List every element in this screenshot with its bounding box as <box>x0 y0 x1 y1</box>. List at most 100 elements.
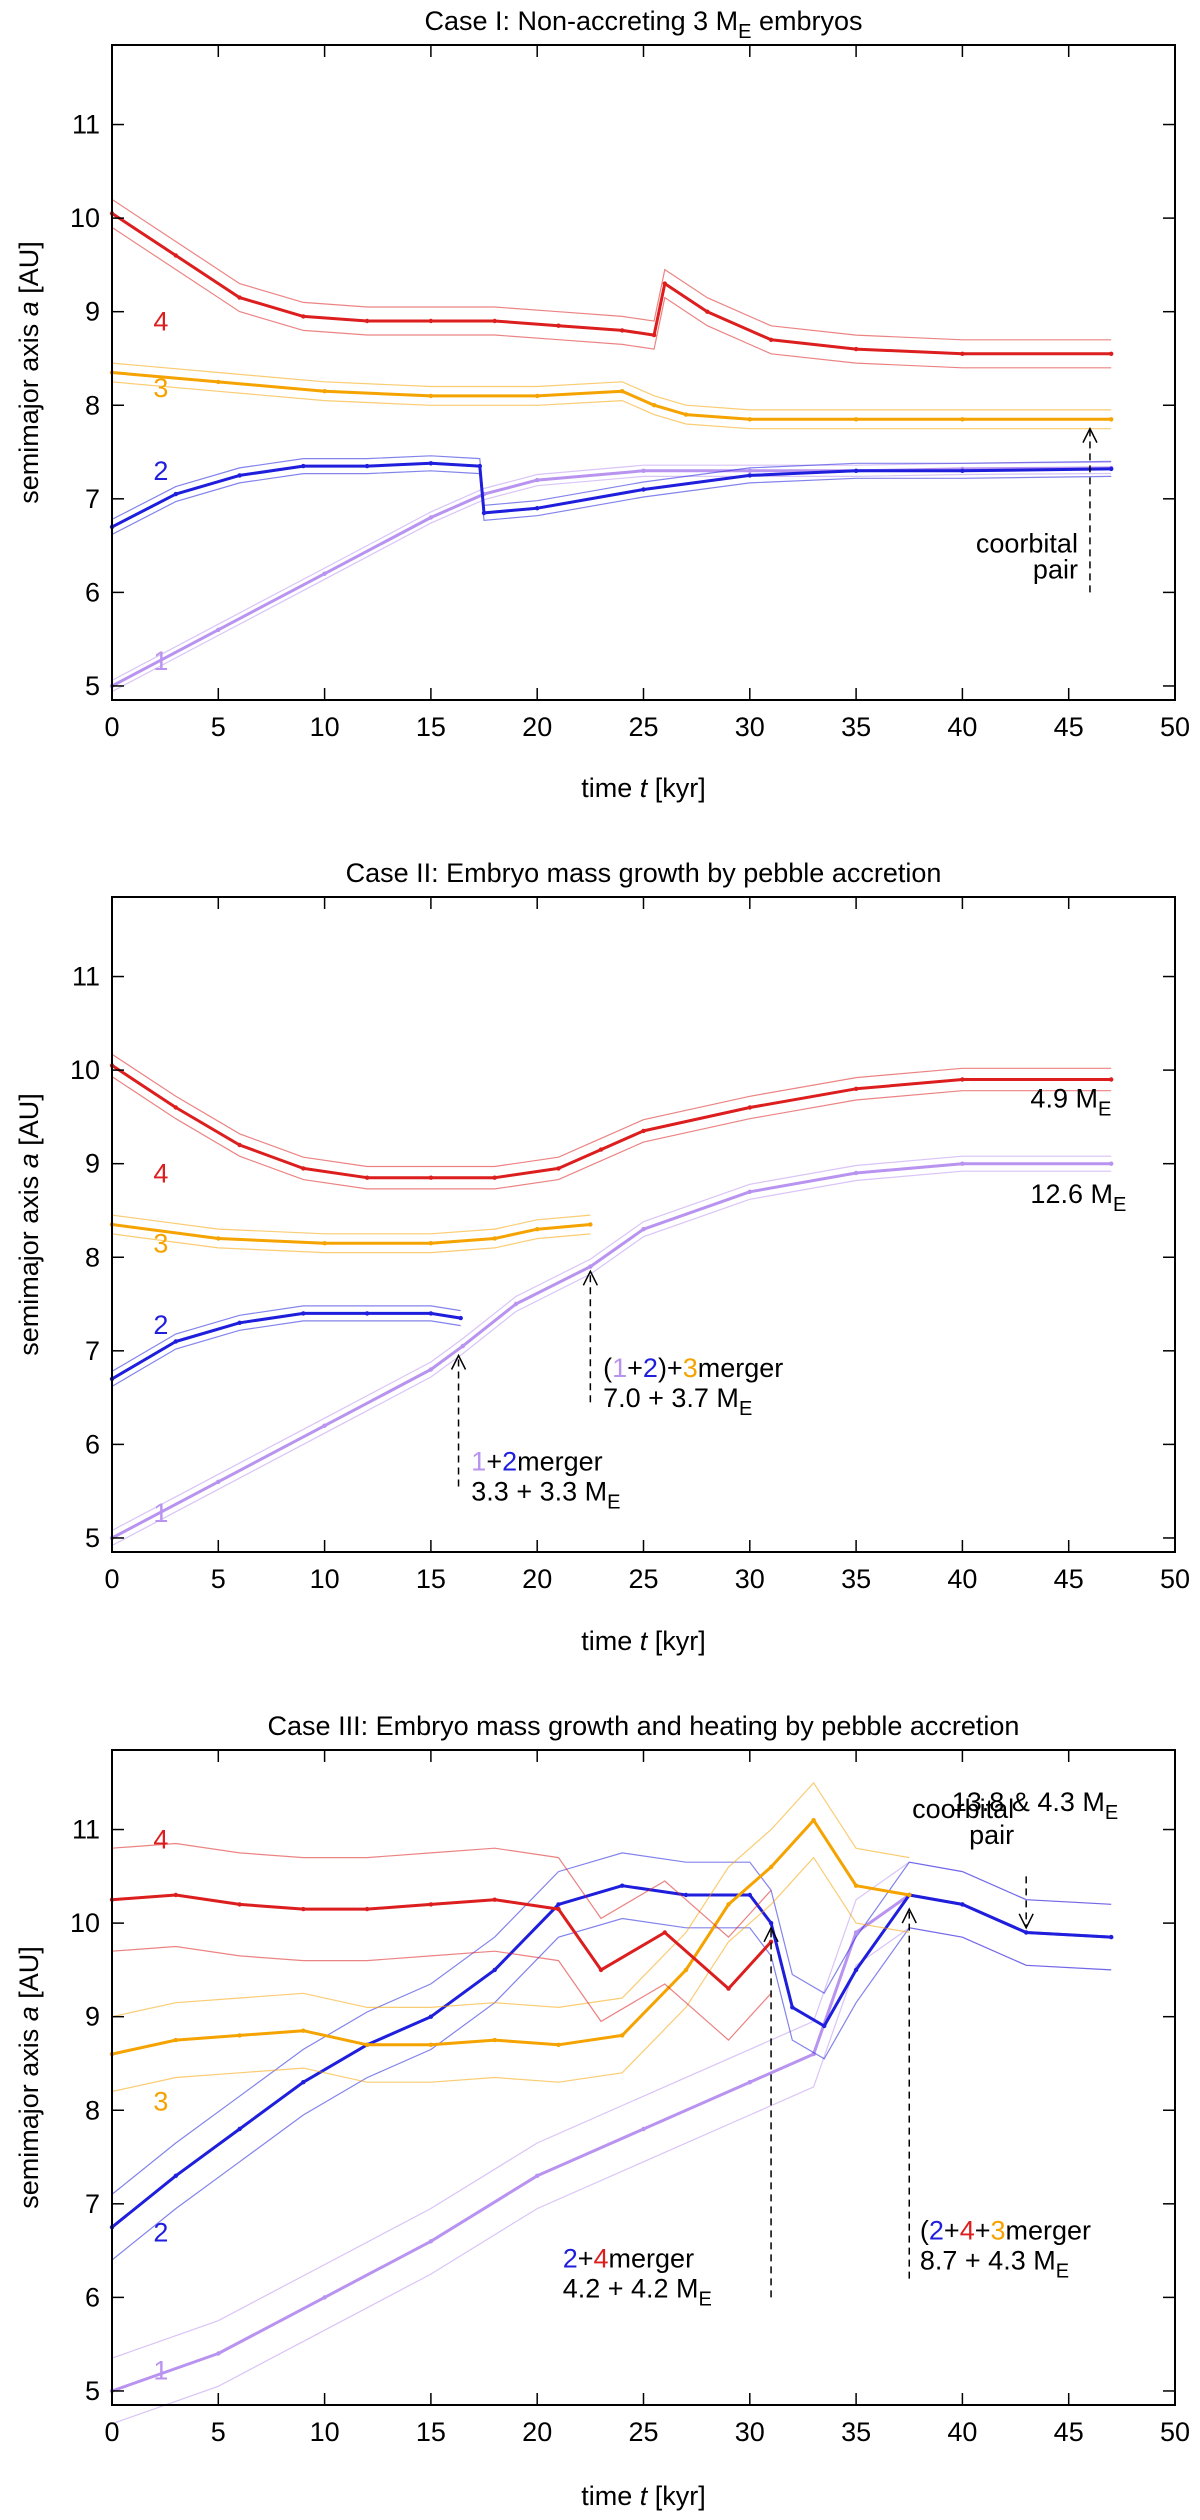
annotation-subscript: E <box>1098 1099 1111 1121</box>
series-1-envelope-lower <box>111 1155 1112 1532</box>
series-2-point <box>458 1315 463 1321</box>
series-4: 4 <box>109 198 1114 369</box>
annotation-text-line2: 4.2 + 4.2 ME <box>563 2273 712 2310</box>
series-1-point <box>535 477 540 483</box>
x-tick-label: 25 <box>628 2417 658 2447</box>
x-tick-label: 45 <box>1054 2417 1084 2447</box>
series-3-point <box>726 1902 731 1907</box>
annotation-text: 12.6 ME <box>1030 1179 1126 1216</box>
series-3-point <box>173 2037 178 2043</box>
y-tick-label: 9 <box>85 297 100 327</box>
series-1-point <box>513 1301 519 1307</box>
annotation-text: pair <box>969 1820 1014 1850</box>
annotation-part: 2 <box>929 2215 944 2245</box>
annotation-text-line2: 3.3 + 3.3 ME <box>471 1477 620 1514</box>
series-4-point <box>492 1897 497 1902</box>
series-1-point <box>428 1367 434 1372</box>
annotation-part: 4 <box>960 2215 975 2245</box>
chart-title: Case I: Non-accreting 3 ME embryos <box>424 6 862 43</box>
series-label-3: 3 <box>153 2086 168 2116</box>
annotation-subscript: E <box>739 1398 752 1420</box>
series-4-point <box>662 1930 667 1935</box>
series-4-envelope-upper <box>111 1076 1112 1190</box>
series-4-point <box>428 318 434 324</box>
x-tick-label: 40 <box>947 2417 977 2447</box>
series-2-point <box>173 2173 178 2178</box>
annotation-text-line2: 8.7 + 4.3 ME <box>920 2245 1069 2282</box>
annotation-part: ( <box>920 2215 929 2245</box>
series-1: 1 <box>109 1155 1114 1547</box>
annotation-part: + <box>578 2243 594 2273</box>
series-3-point <box>428 1241 434 1246</box>
series-label-1: 1 <box>153 2356 168 2386</box>
series-3-envelope-lower <box>111 362 1112 411</box>
series-3-line <box>111 371 1112 421</box>
series-1-point <box>535 2173 540 2178</box>
series-1-envelope-upper <box>111 1170 1112 1547</box>
series-1-point <box>460 1343 465 1349</box>
series-4-envelope-upper <box>111 226 1112 369</box>
x-axis-label: time t [kyr] <box>581 2481 706 2511</box>
series-1-point <box>322 1423 327 1428</box>
x-axis-var: t <box>640 1626 649 1656</box>
series-4-point <box>492 318 497 324</box>
series-2-point <box>481 510 487 516</box>
series-4-point <box>598 1967 604 1973</box>
series-2-point <box>237 1320 242 1326</box>
annotation-arrow-head <box>582 1269 599 1286</box>
series-1-envelope-upper <box>111 1927 1112 2425</box>
y-tick-label: 9 <box>85 1149 100 1179</box>
series-label-3: 3 <box>153 1229 168 1259</box>
series-3-envelope-upper <box>111 381 1112 430</box>
series-3-point <box>216 379 221 385</box>
series-2-point <box>173 1339 178 1344</box>
series-2-point <box>301 463 306 469</box>
y-tick-label: 7 <box>85 484 100 514</box>
series-label-4: 4 <box>153 306 168 336</box>
annotation-text: 1+2merger <box>471 1447 602 1477</box>
y-tick-label: 7 <box>85 2189 100 2219</box>
series-4-line <box>111 212 1112 356</box>
series-3-point <box>853 417 859 422</box>
annotation-part: merger <box>517 1447 603 1477</box>
y-axis-var: a <box>14 301 44 316</box>
series-3-point <box>620 2033 625 2038</box>
x-tick-label: 30 <box>735 712 765 742</box>
series-2-envelope-lower <box>111 1305 461 1372</box>
series-4-envelope-lower <box>111 198 1112 341</box>
annotation-part: 2 <box>502 1447 517 1477</box>
annotation-text: 4.9 ME <box>1030 1084 1111 1121</box>
series-3-point <box>237 2033 242 2038</box>
annotation-part: 4 <box>594 2243 609 2273</box>
x-tick-label: 50 <box>1160 712 1190 742</box>
x-tick-label: 5 <box>211 1564 226 1594</box>
annotation-part: merger <box>1006 2215 1092 2245</box>
series-4-point <box>556 1906 561 1912</box>
series-1-point <box>641 2126 646 2132</box>
series-4-point <box>960 1077 965 1082</box>
series-label-4: 4 <box>153 1158 168 1188</box>
series-3-point <box>428 393 434 399</box>
series-label-1: 1 <box>153 646 168 676</box>
series-4-point <box>662 281 667 286</box>
series-1-point <box>641 468 646 473</box>
y-axis-var: a <box>14 2006 44 2021</box>
series-4-point <box>428 1902 434 1907</box>
series-2: 2 <box>109 1305 463 1387</box>
annotation-arrow-head <box>1082 426 1098 443</box>
x-tick-label: 5 <box>211 712 226 742</box>
chart-title: Case III: Embryo mass growth and heating… <box>268 1711 1020 1741</box>
series-3-line <box>111 1818 910 2056</box>
series-4-point <box>768 337 774 342</box>
series-4-point <box>301 1906 306 1912</box>
series-4-point <box>364 318 370 324</box>
series-2-point <box>960 1902 965 1907</box>
series-3-point <box>428 2042 434 2048</box>
x-axis-label: time t [kyr] <box>581 773 706 803</box>
x-tick-label: 0 <box>104 2417 119 2447</box>
chart-panel-3: Case III: Embryo mass growth and heating… <box>14 1711 1190 2511</box>
annotation-part: 13.8 & 4.3 M <box>952 1787 1105 1817</box>
annotation-part: + <box>627 1353 643 1383</box>
